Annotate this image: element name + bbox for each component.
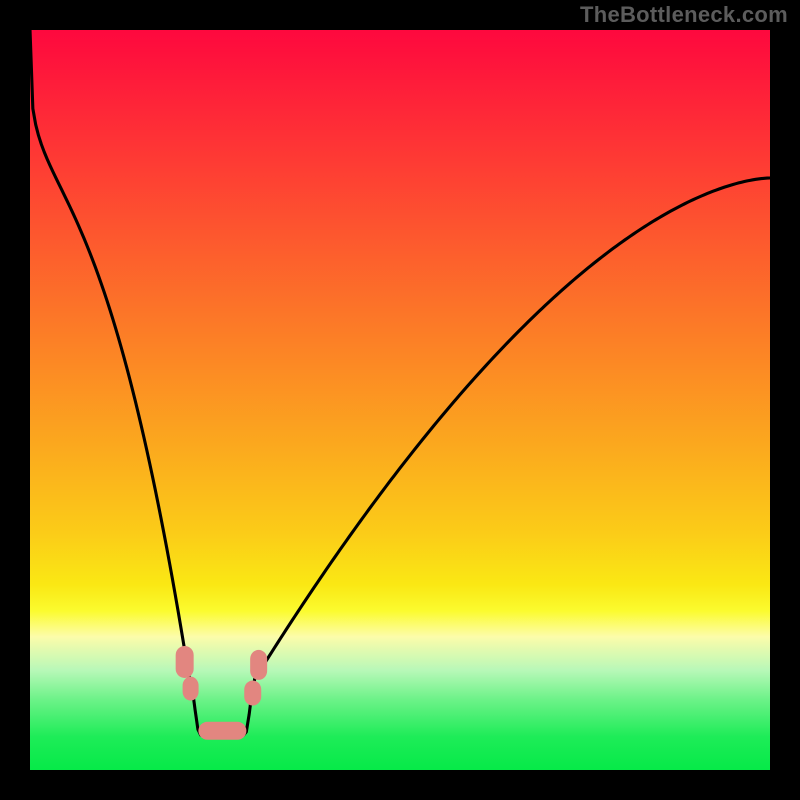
watermark-text: TheBottleneck.com (580, 2, 788, 28)
chart-svg (30, 30, 770, 770)
curve-marker (244, 681, 261, 706)
curve-marker (198, 722, 246, 740)
plot-area (30, 30, 770, 770)
curve-marker (250, 650, 267, 680)
curve-marker (176, 646, 194, 678)
gradient-background (30, 30, 770, 770)
frame: TheBottleneck.com (0, 0, 800, 800)
curve-marker (183, 677, 199, 701)
